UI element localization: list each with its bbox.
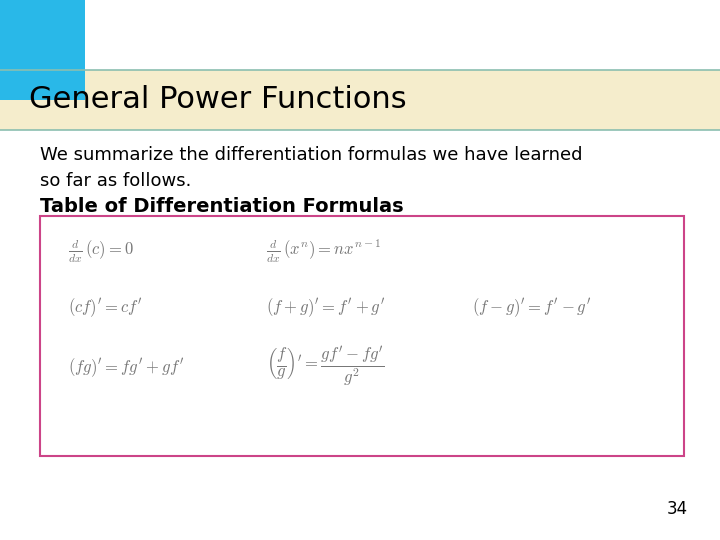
- Text: $\frac{d}{dx}\,(x^n) = nx^{n-1}$: $\frac{d}{dx}\,(x^n) = nx^{n-1}$: [266, 238, 382, 265]
- Text: We summarize the differentiation formulas we have learned
so far as follows.: We summarize the differentiation formula…: [40, 146, 582, 190]
- Text: $(f - g)' = f' - g'$: $(f - g)' = f' - g'$: [472, 296, 590, 319]
- Text: $\frac{d}{dx}\,(c) = 0$: $\frac{d}{dx}\,(c) = 0$: [68, 238, 134, 265]
- Text: $(cf)' = cf'$: $(cf)' = cf'$: [68, 296, 143, 319]
- Text: $\left(\dfrac{f}{g}\right)' = \dfrac{gf' - fg'}{g^2}$: $\left(\dfrac{f}{g}\right)' = \dfrac{gf'…: [266, 345, 385, 389]
- Text: General Power Functions: General Power Functions: [29, 85, 406, 114]
- Text: $(f + g)' = f' + g'$: $(f + g)' = f' + g'$: [266, 296, 385, 319]
- Text: Table of Differentiation Formulas: Table of Differentiation Formulas: [40, 197, 403, 216]
- Text: 34: 34: [667, 501, 688, 518]
- Text: $( fg)' = fg' + gf'$: $( fg)' = fg' + gf'$: [68, 356, 185, 379]
